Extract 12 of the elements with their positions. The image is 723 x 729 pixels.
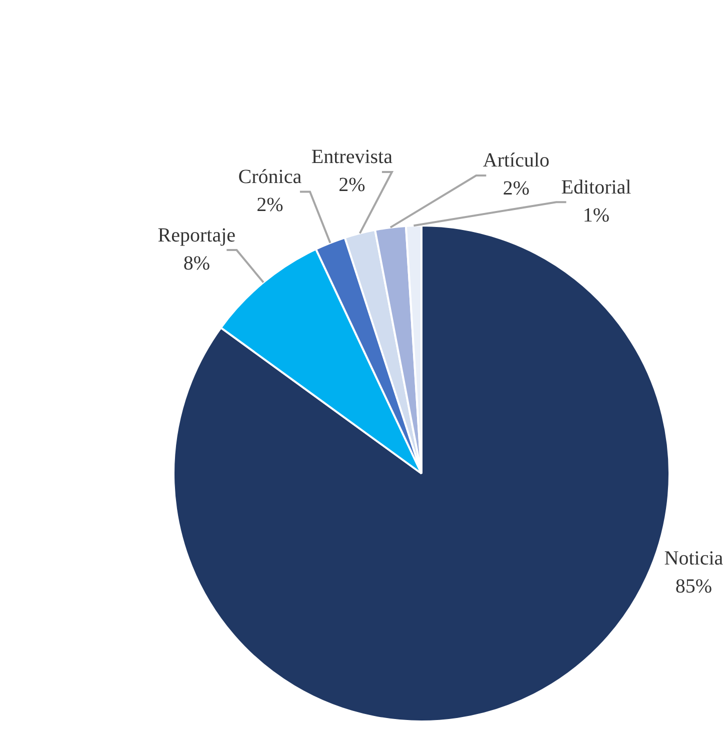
- slice-label: Artículo: [482, 150, 550, 172]
- data-label: 2%: [256, 194, 284, 216]
- slice-label: Noticia: [664, 548, 723, 570]
- slice-label: Crónica: [238, 166, 302, 188]
- data-label: 8%: [183, 252, 210, 274]
- data-label: 85%: [675, 576, 712, 598]
- data-label: 2%: [338, 174, 366, 196]
- data-label: 1%: [582, 204, 610, 226]
- slice-label: Editorial: [561, 176, 632, 198]
- slice-label: Reportaje: [158, 224, 236, 246]
- slice-label: Entrevista: [311, 146, 393, 168]
- data-label: 2%: [502, 178, 530, 200]
